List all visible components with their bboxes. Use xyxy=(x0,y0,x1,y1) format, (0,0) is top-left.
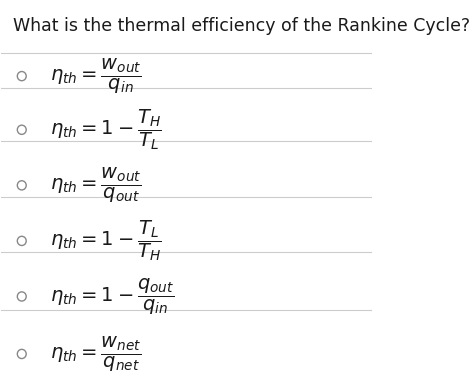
Text: $\eta_{th} = 1 - \dfrac{q_{out}}{q_{in}}$: $\eta_{th} = 1 - \dfrac{q_{out}}{q_{in}}… xyxy=(50,276,174,317)
Text: $\eta_{th} = \dfrac{w_{net}}{q_{net}}$: $\eta_{th} = \dfrac{w_{net}}{q_{net}}$ xyxy=(50,334,141,374)
Text: $\eta_{th} = \dfrac{w_{out}}{q_{in}}$: $\eta_{th} = \dfrac{w_{out}}{q_{in}}$ xyxy=(50,56,141,96)
Text: $\eta_{th} = 1 - \dfrac{T_H}{T_L}$: $\eta_{th} = 1 - \dfrac{T_H}{T_L}$ xyxy=(50,107,162,152)
Text: What is the thermal efficiency of the Rankine Cycle?: What is the thermal efficiency of the Ra… xyxy=(12,17,470,35)
Text: $\eta_{th} = 1 - \dfrac{T_L}{T_H}$: $\eta_{th} = 1 - \dfrac{T_L}{T_H}$ xyxy=(50,218,162,263)
Text: $\eta_{th} = \dfrac{w_{out}}{q_{out}}$: $\eta_{th} = \dfrac{w_{out}}{q_{out}}$ xyxy=(50,166,141,205)
